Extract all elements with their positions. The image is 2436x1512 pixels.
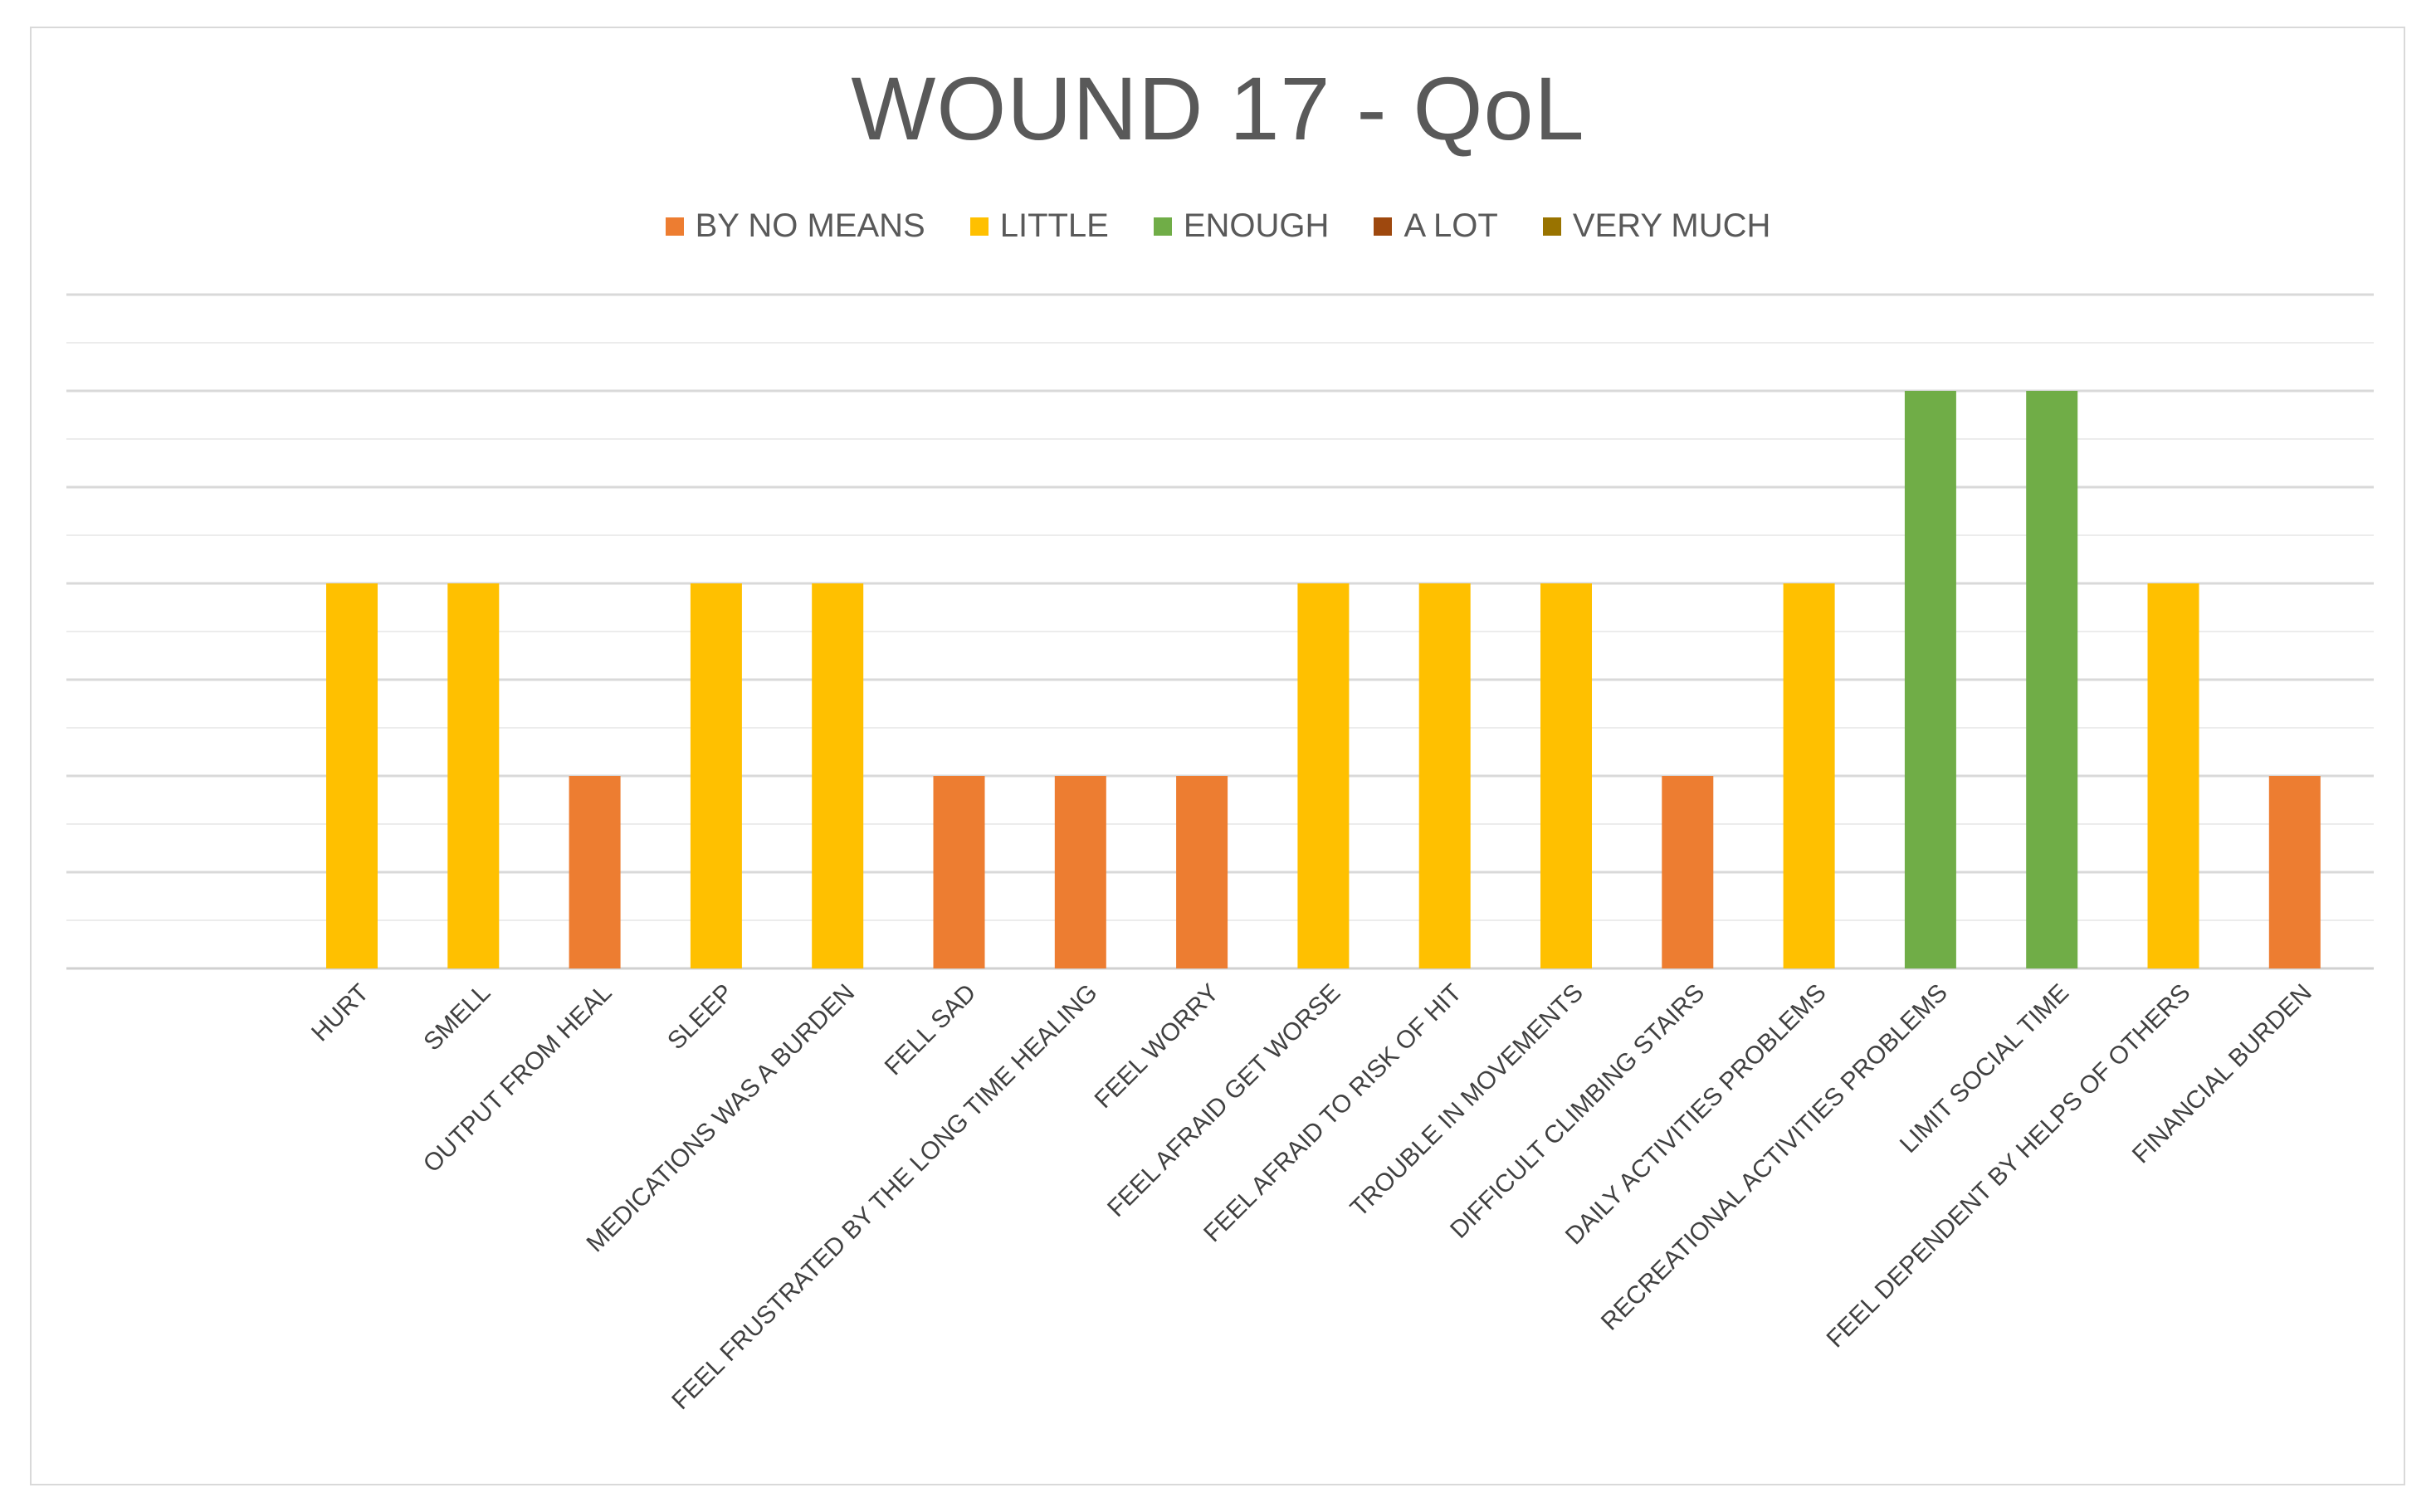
- legend-label: BY NO MEANS: [695, 207, 925, 244]
- x-tick-label: DAILY ACTIVITIES PROBLEMS: [1560, 979, 1832, 1251]
- bar: [1662, 776, 1714, 968]
- chart-frame: [30, 27, 2405, 1485]
- x-tick-label: FELL SAD: [880, 979, 982, 1081]
- legend-label: ENOUGH: [1183, 207, 1330, 244]
- legend-swatch: [665, 217, 684, 236]
- x-tick-label: MEDICATIONS WAS A BURDEN: [581, 979, 860, 1258]
- bar: [1297, 583, 1350, 968]
- bar: [326, 583, 378, 968]
- legend-label: VERY MUCH: [1572, 207, 1771, 244]
- bar: [1176, 776, 1228, 968]
- x-tick-label: FEEL WORRY: [1090, 979, 1224, 1114]
- legend-label: A LOT: [1404, 207, 1498, 244]
- x-tick-label: HURT: [306, 979, 374, 1047]
- x-tick-label: FEEL AFRAID GET WORSE: [1102, 979, 1345, 1222]
- legend-label: LITTLE: [999, 207, 1109, 244]
- x-tick-label: FEEL FRUSTRATED BY THE LONG TIME HEALING: [666, 979, 1102, 1415]
- x-tick-label: TROUBLE IN MOVEMENTS: [1345, 979, 1589, 1222]
- bar: [690, 583, 742, 968]
- x-tick-label: SMELL: [418, 979, 495, 1056]
- legend-item: LITTLE: [969, 207, 1109, 245]
- x-tick-label: SLEEP: [662, 979, 739, 1056]
- bar: [812, 583, 864, 968]
- bar: [1418, 583, 1471, 968]
- legend-item: BY NO MEANS: [665, 207, 925, 245]
- bar: [447, 583, 500, 968]
- legend-item: A LOT: [1374, 207, 1498, 245]
- legend-item: VERY MUCH: [1542, 207, 1771, 245]
- bar: [933, 776, 985, 968]
- bar: [2026, 391, 2078, 968]
- bar: [1054, 776, 1106, 968]
- x-tick-label: FEEL AFRAID TO RISK OF HIT: [1198, 979, 1467, 1248]
- bar: [569, 776, 621, 968]
- bar: [1540, 583, 1592, 968]
- legend-item: ENOUGH: [1153, 207, 1330, 245]
- bar: [2147, 583, 2199, 968]
- legend-swatch: [969, 217, 989, 236]
- bar: [1783, 583, 1835, 968]
- legend-swatch: [1542, 217, 1561, 236]
- bar: [2268, 776, 2321, 968]
- chart-legend: BY NO MEANS LITTLE ENOUGH A LOT VERY MUCH: [0, 207, 2436, 245]
- x-tick-label: DIFFICULT CLIMBING STAIRS: [1445, 979, 1710, 1244]
- chart-title: WOUND 17 - QoL: [851, 58, 1585, 159]
- bar: [1904, 391, 1956, 968]
- legend-swatch: [1153, 217, 1172, 236]
- legend-swatch: [1374, 217, 1393, 236]
